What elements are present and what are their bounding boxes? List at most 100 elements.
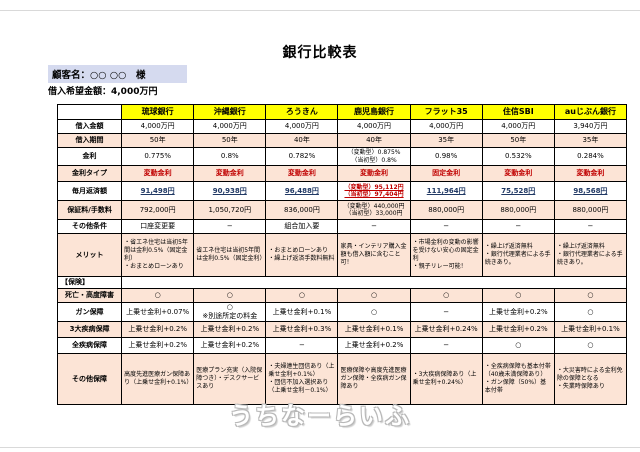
table-cell: − [265, 337, 339, 354]
row-label: 【保険】 [56, 276, 123, 289]
table-cell: 4,000万円 [481, 119, 555, 134]
row-label: 3大疾病保障 [56, 321, 123, 338]
table-cell: 96,488円 [265, 181, 339, 201]
table-cell: 上乗せ金利+0.2% [337, 337, 411, 354]
table-cell: 上乗せ金利+0.3% [265, 321, 339, 338]
table-cell: ○ [553, 302, 628, 322]
table-cell: ○ [553, 337, 628, 354]
table-cell: 880,000円 [481, 200, 555, 220]
table-cell: 4,000万円 [193, 119, 267, 134]
table-cell: 40年 [265, 133, 339, 148]
row-label: 保証料/手数料 [56, 200, 123, 220]
bank-comparison-table: 琉球銀行 沖縄銀行 ろうきん 鹿児島銀行 フラット35 住信SBI auじぶん銀行 借入金額… [56, 104, 628, 405]
table-cell: 変動金利 [337, 165, 411, 182]
table-cell: ・3大疾病保障あり（上乗せ金利+0.24%） [409, 353, 483, 405]
table-cell: ・省エネ住宅は当初5年間は金利0.5%（固定金利） ・おまとめローンあり [121, 233, 195, 277]
table-cell: 4,000万円 [409, 119, 483, 134]
table-cell: 0.8% [193, 147, 267, 166]
row-label: メリット [56, 233, 123, 277]
table-cell: 90,938円 [193, 181, 267, 201]
table-cell: − [409, 302, 483, 322]
table-cell: ○ [481, 288, 555, 303]
table-cell: 111,964円 [409, 181, 483, 201]
row-label: 借入金額 [56, 119, 123, 134]
bank-column-header: 住信SBI [481, 104, 555, 120]
table-cell: ○ [121, 288, 195, 303]
table-corner-cell [56, 104, 123, 120]
table-cell: 上乗せ金利+0.1% [553, 321, 628, 338]
table-cell: 上乗せ金利+0.1% [265, 302, 339, 322]
table-cell: 35年 [409, 133, 483, 148]
row-label: 全疾病保障 [56, 337, 123, 354]
row-label: ガン保障 [56, 302, 123, 322]
table-cell: 0.532% [481, 147, 555, 166]
table-cell: ・全疾病保障も基本付帯（40歳未満保障あり） ・ガン保障（50%）基本付帯 [481, 353, 555, 405]
table-cell: （変動型）95,112円 （当初型）97,404円 [337, 181, 411, 201]
table-cell: 50年 [193, 133, 267, 148]
bank-column-header: auじぶん銀行 [553, 104, 628, 120]
table-cell: 上乗せ金利+0.2% [481, 302, 555, 322]
customer-name: 顧客名：○○ ○○ 様 [48, 65, 187, 83]
table-row: メリット ・省エネ住宅は当初5年間は金利0.5%（固定金利） ・おまとめローンあり省… [56, 233, 628, 277]
table-cell: 4,000万円 [265, 119, 339, 134]
bank-column-header: ろうきん [265, 104, 339, 120]
table-row: 金利 0.775% 0.8% 0.782% （変動型）0.875% （当初型）0.8% 0.… [56, 147, 628, 166]
table-cell: 35年 [553, 133, 628, 148]
table-cell: 組合加入要 [265, 219, 339, 234]
bank-header-row: 琉球銀行 沖縄銀行 ろうきん 鹿児島銀行 フラット35 住信SBI auじぶん銀行 [56, 104, 628, 120]
table-row: ガン保障 上乗せ金利+0.07% ○ ※別途所定の料金 上乗せ金利+0.1% ○ − 上乗せ金… [56, 302, 628, 322]
table-cell: ・大災害時による金利免除の保障となる ・失業時保障あり [553, 353, 628, 405]
table-cell: 医療保障や高度先進医療ガン保障・全疾病ガン保障あり [337, 353, 411, 405]
table-row: 3大疾病保障 上乗せ金利+0.2% 上乗せ金利+0.2% 上乗せ金利+0.3% 上乗せ金… [56, 321, 628, 338]
table-cell: 変動金利 [481, 165, 555, 182]
table-row: 借入金額 4,000万円 4,000万円 4,000万円 4,000万円 4,000万円 4… [56, 119, 628, 134]
table-cell: ・夫婦連生団信あり（上乗せ金利+0.1%） ・団信不加入選択あり（上乗せ金利－0.… [265, 353, 339, 405]
table-cell: 固定金利 [409, 165, 483, 182]
table-cell: 0.284% [553, 147, 628, 166]
table-cell: ・おまとめローンあり ・繰上げ返済手数料無料 [265, 233, 339, 277]
table-cell: − [337, 219, 411, 234]
table-cell: 40年 [337, 133, 411, 148]
row-label: その他条件 [56, 219, 123, 234]
row-label: 金利タイプ [56, 165, 123, 182]
table-row: その他条件 口座変更要 − 組合加入要 − − − − [56, 219, 628, 234]
page-edge-bottom [0, 447, 640, 448]
table-cell: 変動金利 [193, 165, 267, 182]
table-row: 全疾病保障 上乗せ金利+0.2% 上乗せ金利+0.2% − 上乗せ金利+0.2% − ○ ○ [56, 337, 628, 354]
page-edge-top [0, 10, 640, 11]
table-cell: ○ [337, 302, 411, 322]
row-label: 金利 [56, 147, 123, 166]
page-title: 銀行比較表 [282, 45, 358, 61]
table-cell: 上乗せ金利+0.2% [193, 337, 267, 354]
table-cell: 880,000円 [409, 200, 483, 220]
table-cell: 50年 [121, 133, 195, 148]
table-cell: 4,000万円 [121, 119, 195, 134]
table-cell: 上乗せ金利+0.07% [121, 302, 195, 322]
table-cell: 省エネ住宅は当初5年間は金利0.5%（固定金利） [193, 233, 267, 277]
table-row: 金利タイプ 変動金利 変動金利 変動金利 変動金利 固定金利 変動金利 変動金利 [56, 165, 628, 182]
table-cell: 792,000円 [121, 200, 195, 220]
bank-column-header: 琉球銀行 [121, 104, 195, 120]
bank-column-header: 沖縄銀行 [193, 104, 267, 120]
table-cell: 0.775% [121, 147, 195, 166]
table-cell: 98,568円 [553, 181, 628, 201]
table-cell: 880,000円 [553, 200, 628, 220]
table-body: 借入金額 4,000万円 4,000万円 4,000万円 4,000万円 4,000万円 4… [56, 119, 628, 405]
table-cell: − [409, 219, 483, 234]
row-label: その他保障 [56, 353, 123, 405]
table-row: 死亡・高度障害 ○ ○ ○ ○ ○ ○ ○ [56, 288, 628, 303]
table-row: 毎月返済額 91,498円 90,938円 96,488円 （変動型）95,112円 （当… [56, 181, 628, 201]
section-spacer-cell [121, 276, 627, 289]
table-cell: 0.782% [265, 147, 339, 166]
table-cell: （変動型）0.875% （当初型）0.8% [337, 147, 411, 166]
table-cell: ・繰上げ返済無料 ・銀行代理業者による手続きあり。 [481, 233, 555, 277]
table-cell: 75,528円 [481, 181, 555, 201]
table-cell: ○ [481, 337, 555, 354]
table-cell: 3,940万円 [553, 119, 628, 134]
table-cell: ○ [193, 288, 267, 303]
table-cell: 上乗せ金利+0.2% [481, 321, 555, 338]
table-cell: − [481, 219, 555, 234]
table-cell: 変動金利 [265, 165, 339, 182]
table-cell: 家具・インテリア購入金額も借入額に含むこと可！ [337, 233, 411, 277]
table-cell: ・市場金利の変動の影響を受けない安心の固定金利 ・親子リレー可能！ [409, 233, 483, 277]
